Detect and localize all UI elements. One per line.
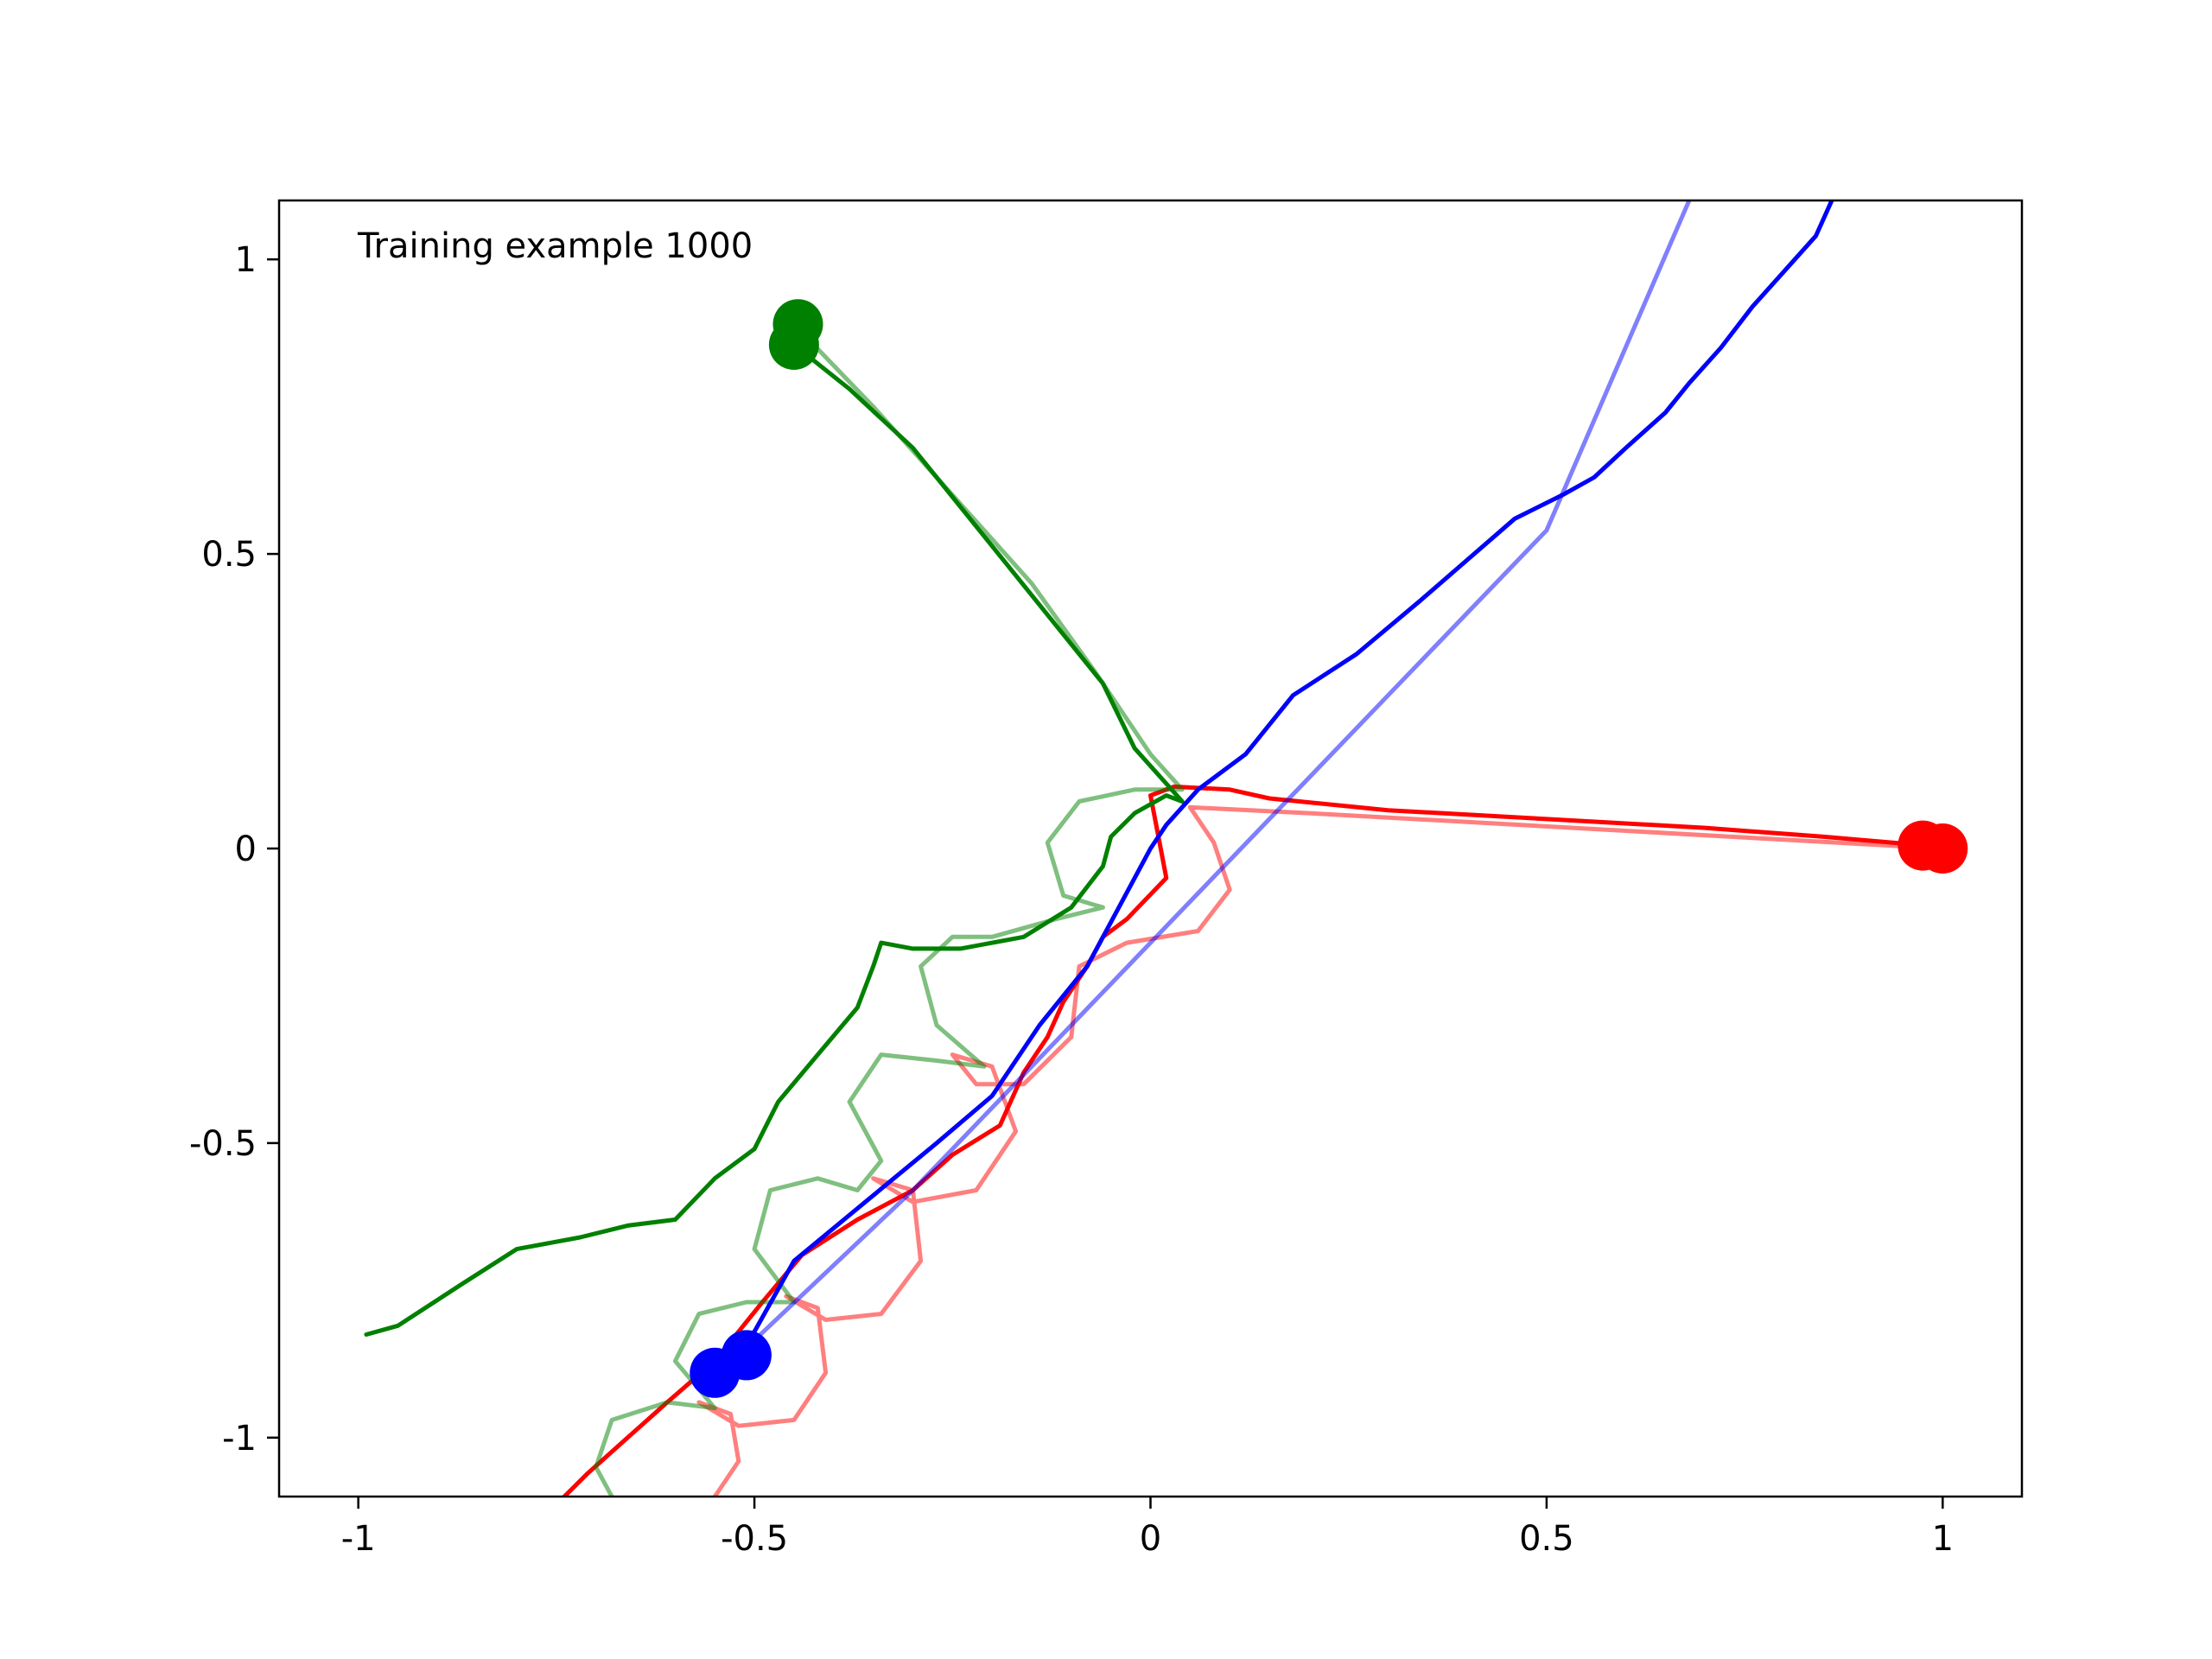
- x-axis: -1 -0.5 0 0.5 1: [341, 1497, 1954, 1559]
- marker-layer: [690, 299, 1968, 1398]
- series-line-5: [712, 200, 1834, 1376]
- y-tick-label: 0.5: [201, 535, 257, 575]
- marker-point-0-1: [1917, 823, 1968, 874]
- x-tick-label: 0: [1140, 1519, 1161, 1559]
- y-tick-label: 1: [235, 240, 257, 280]
- series-line-1: [562, 784, 1929, 1497]
- y-tick-label: -0.5: [189, 1124, 257, 1164]
- y-axis: -1 -0.5 0 0.5 1: [189, 240, 279, 1459]
- marker-point-1-1: [768, 320, 819, 370]
- marker-point-2-1: [690, 1347, 741, 1398]
- y-tick-label: -1: [222, 1419, 257, 1459]
- x-tick-label: -1: [341, 1519, 376, 1559]
- annotation-text: Training example 1000: [357, 226, 753, 266]
- series-line-4: [736, 200, 1692, 1357]
- series-line-2: [594, 321, 1185, 1497]
- x-tick-label: -0.5: [721, 1519, 788, 1559]
- x-tick-label: 1: [1932, 1519, 1954, 1559]
- series-line-0: [696, 804, 1945, 1497]
- y-tick-label: 0: [235, 830, 257, 869]
- series-layer: [364, 200, 1945, 1497]
- series-line-3: [364, 342, 1185, 1337]
- x-tick-label: 0.5: [1519, 1519, 1574, 1559]
